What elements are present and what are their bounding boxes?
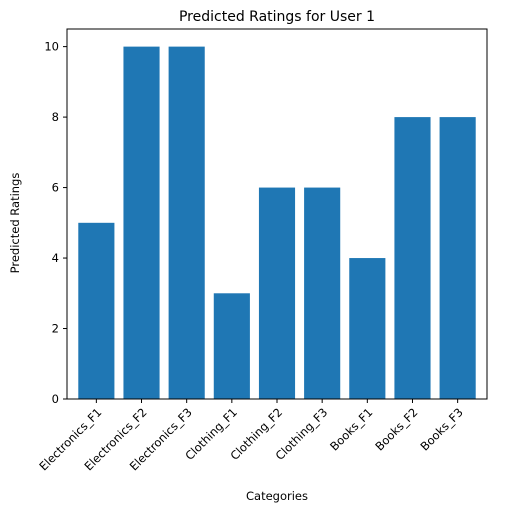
- bar-electronics-f2: [123, 46, 160, 400]
- bar-electronics-f1: [78, 222, 115, 399]
- bar-books-f1: [349, 258, 386, 399]
- bar-clothing-f1: [213, 293, 250, 399]
- bar-books-f3: [439, 117, 476, 399]
- y-tick-label: 4: [52, 251, 59, 265]
- x-tick-label: Books_F3: [417, 405, 465, 453]
- y-tick-label: 0: [52, 392, 59, 406]
- y-axis-label: Predicted Ratings: [8, 173, 22, 274]
- x-axis-ticks: Electronics_F1Electronics_F2Electronics_…: [36, 399, 466, 473]
- y-tick-label: 6: [52, 181, 59, 195]
- y-tick-label: 8: [52, 110, 59, 124]
- bar-clothing-f3: [304, 187, 341, 399]
- y-tick-label: 2: [52, 322, 59, 336]
- chart-title: Predicted Ratings for User 1: [179, 9, 375, 25]
- bars-group: [78, 46, 476, 400]
- plot-area: 0 2 4 6 8 10 Electronics_F1Electronics_F2Elec…: [36, 28, 488, 473]
- bar-clothing-f2: [258, 187, 296, 399]
- bar-electronics-f3: [168, 46, 205, 400]
- y-axis-ticks: 0 2 4 6 8 10: [44, 40, 67, 406]
- x-tick-label: Books_F1: [327, 405, 375, 453]
- plot-frame: [66, 28, 488, 400]
- bar-books-f2: [394, 117, 431, 399]
- x-tick-label: Books_F2: [372, 405, 420, 453]
- x-axis-label: Categories: [246, 489, 308, 503]
- y-tick-label: 10: [44, 40, 59, 54]
